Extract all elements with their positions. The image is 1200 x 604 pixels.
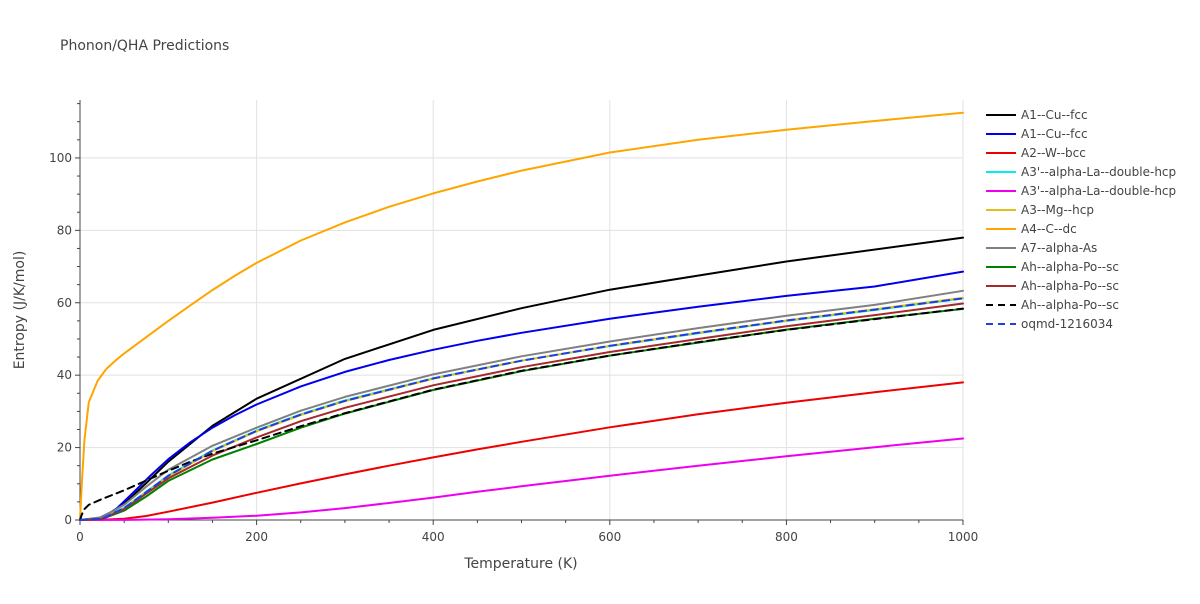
legend-item-0[interactable]: A1--Cu--fcc bbox=[986, 108, 1088, 122]
legend-item-11[interactable]: oqmd-1216034 bbox=[986, 317, 1113, 331]
legend-label: A7--alpha-As bbox=[1021, 241, 1097, 255]
legend-label: A1--Cu--fcc bbox=[1021, 127, 1088, 141]
chart-title: Phonon/QHA Predictions bbox=[60, 38, 229, 54]
series-line-11 bbox=[79, 297, 964, 521]
legend-item-10[interactable]: Ah--alpha-Po--sc bbox=[986, 298, 1119, 312]
grid-lines bbox=[80, 100, 964, 520]
x-tick-label: 1000 bbox=[948, 530, 979, 544]
legend-item-6[interactable]: A4--C--dc bbox=[986, 222, 1077, 236]
legend-item-3[interactable]: A3'--alpha-La--double-hcp bbox=[986, 165, 1176, 179]
legend-item-2[interactable]: A2--W--bcc bbox=[986, 146, 1086, 160]
series-line-7 bbox=[79, 289, 964, 521]
legend-label: Ah--alpha-Po--sc bbox=[1021, 298, 1119, 312]
legend-label: A3'--alpha-La--double-hcp bbox=[1021, 184, 1176, 198]
series-line-2 bbox=[79, 381, 964, 521]
legend-item-5[interactable]: A3--Mg--hcp bbox=[986, 203, 1094, 217]
series-line-8 bbox=[79, 307, 964, 521]
y-tick-label: 80 bbox=[57, 223, 72, 237]
legend-label: Ah--alpha-Po--sc bbox=[1021, 260, 1119, 274]
x-tick-label: 800 bbox=[775, 530, 798, 544]
legend-item-8[interactable]: Ah--alpha-Po--sc bbox=[986, 260, 1119, 274]
legend-label: A3'--alpha-La--double-hcp bbox=[1021, 165, 1176, 179]
legend-label: A1--Cu--fcc bbox=[1021, 108, 1088, 122]
legend-label: A3--Mg--hcp bbox=[1021, 203, 1094, 217]
x-tick-label: 600 bbox=[598, 530, 621, 544]
legend-label: Ah--alpha-Po--sc bbox=[1021, 279, 1119, 293]
x-axis-label: Temperature (K) bbox=[463, 556, 577, 572]
x-tick-label: 400 bbox=[422, 530, 445, 544]
series-line-1 bbox=[79, 270, 964, 521]
legend-item-1[interactable]: A1--Cu--fcc bbox=[986, 127, 1088, 141]
legend-item-7[interactable]: A7--alpha-As bbox=[986, 241, 1097, 255]
y-tick-label: 20 bbox=[57, 441, 72, 455]
legend-item-9[interactable]: Ah--alpha-Po--sc bbox=[986, 279, 1119, 293]
y-axis-label: Entropy (J/K/mol) bbox=[12, 251, 28, 370]
legend-label: A4--C--dc bbox=[1021, 222, 1077, 236]
y-tick-label: 60 bbox=[57, 296, 72, 310]
y-tick-label: 40 bbox=[57, 368, 72, 382]
series-line-4 bbox=[79, 437, 964, 521]
axes: 0 200 400 600 800 1000 0 20 40 60 80 100 bbox=[49, 100, 978, 544]
series-line-9 bbox=[79, 302, 964, 521]
plot-area bbox=[79, 111, 964, 521]
legend[interactable]: A1--Cu--fcc A1--Cu--fcc A2--W--bcc A3'--alp… bbox=[986, 108, 1176, 331]
series-line-10 bbox=[79, 307, 964, 521]
legend-item-4[interactable]: A3'--alpha-La--double-hcp bbox=[986, 184, 1176, 198]
y-tick-label: 100 bbox=[49, 151, 72, 165]
x-tick-label: 200 bbox=[245, 530, 268, 544]
y-tick-label: 0 bbox=[64, 513, 72, 527]
series-line-6 bbox=[79, 111, 964, 521]
series-line-0 bbox=[79, 236, 964, 521]
legend-label: oqmd-1216034 bbox=[1021, 317, 1113, 331]
legend-label: A2--W--bcc bbox=[1021, 146, 1086, 160]
x-tick-label: 0 bbox=[76, 530, 84, 544]
